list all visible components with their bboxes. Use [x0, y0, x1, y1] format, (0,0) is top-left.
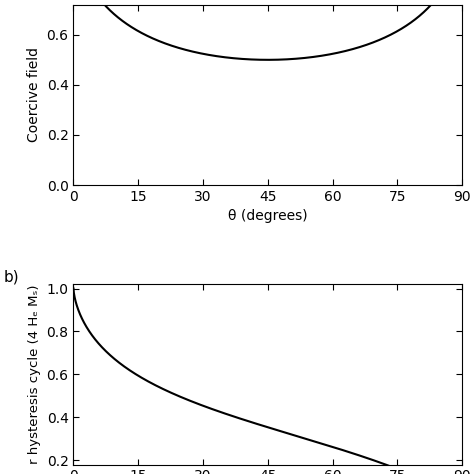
Y-axis label: r hysteresis cycle (4 Hₑ Mₛ): r hysteresis cycle (4 Hₑ Mₛ)	[28, 284, 41, 464]
X-axis label: θ (degrees): θ (degrees)	[228, 210, 308, 223]
Y-axis label: Coercive field: Coercive field	[27, 47, 41, 142]
Text: b): b)	[3, 270, 19, 285]
